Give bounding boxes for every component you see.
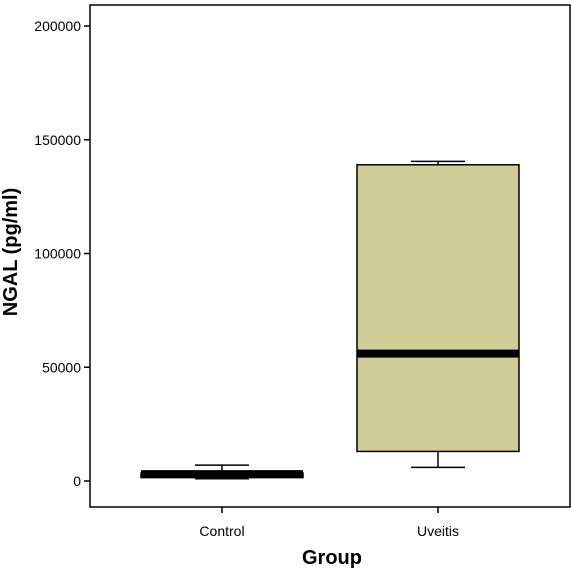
y-axis-title: NGAL (pg/ml) [0,188,22,317]
x-axis: Control Uveitis [199,507,459,539]
y-tick-label: 50000 [42,359,81,375]
box-uveitis [356,160,520,469]
box-control [140,464,304,480]
y-axis: 0 50000 100000 150000 200000 [34,18,90,489]
plot-frame [89,4,571,508]
iqr-box [356,164,520,453]
y-tick-label: 200000 [34,18,81,34]
y-tick-label: 100000 [34,246,81,262]
x-tick-label: Uveitis [417,523,459,539]
x-axis-title: Group [302,547,362,569]
x-tick-label: Control [199,523,244,539]
y-tick-label: 150000 [34,132,81,148]
boxes [140,160,520,480]
y-tick-label: 0 [73,473,81,489]
